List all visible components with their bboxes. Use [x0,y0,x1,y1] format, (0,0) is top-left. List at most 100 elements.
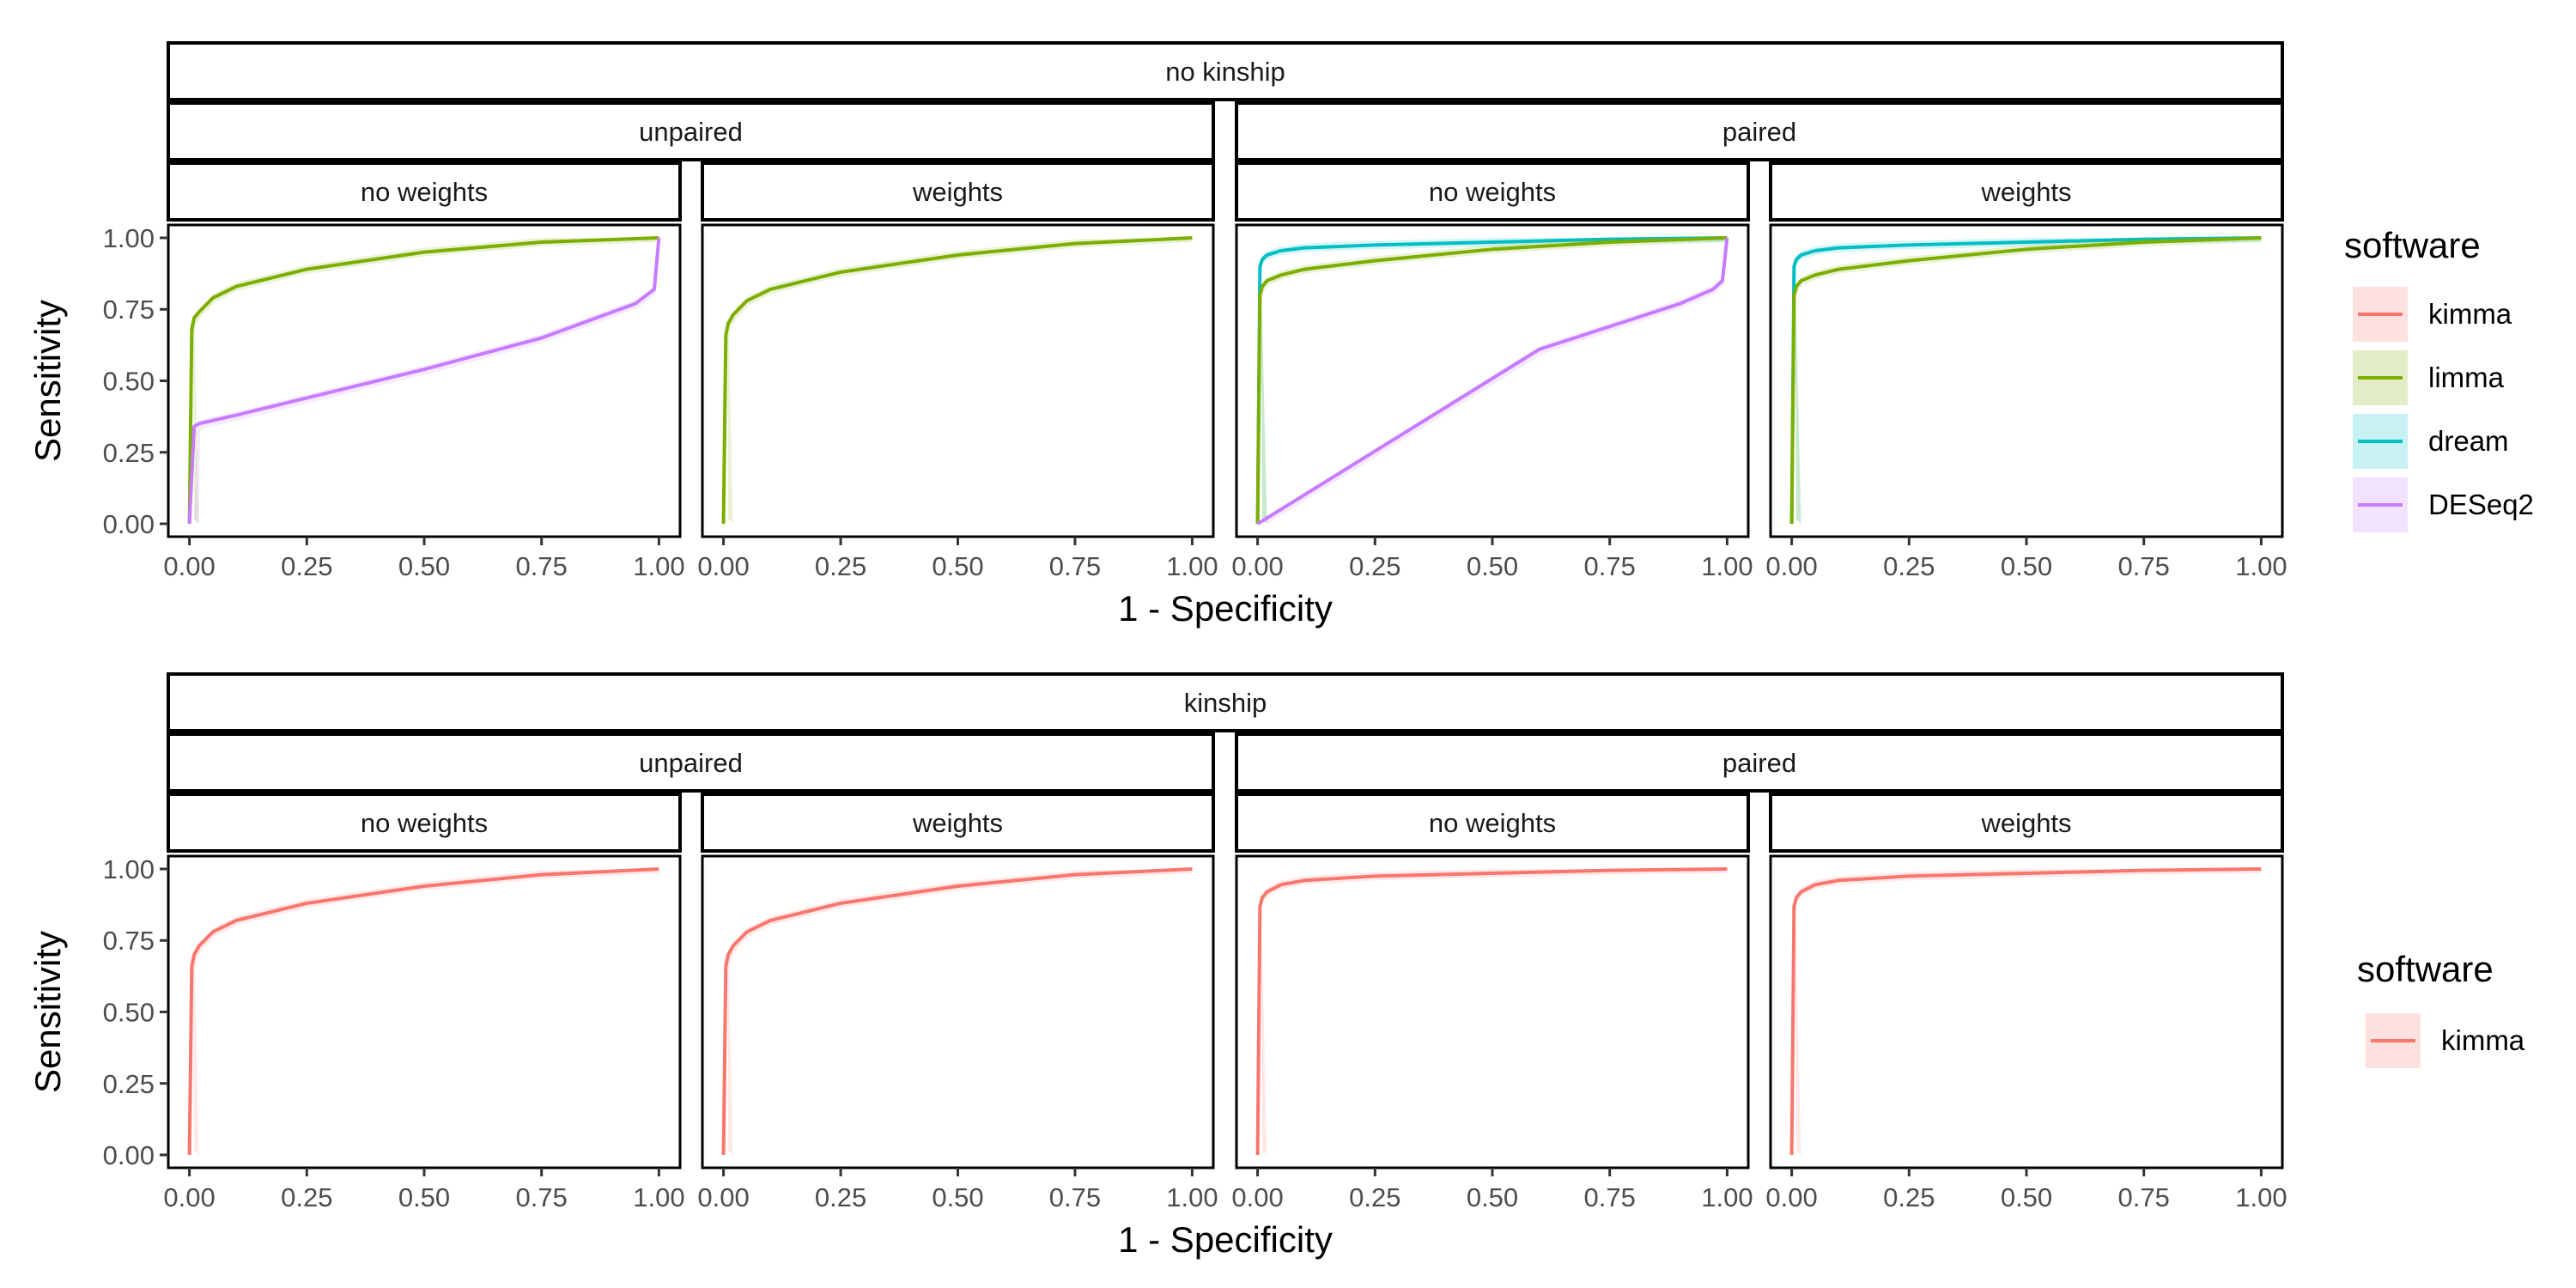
series-line-dream [1255,235,1728,525]
x-tick-label: 1.00 [2235,551,2287,581]
x-tick-label: 0.75 [1049,551,1101,581]
legend-label-kimma: kimma [2441,1024,2525,1056]
x-tick-label: 0.50 [1467,1182,1518,1212]
strip-label: paired [1722,748,1796,778]
x-tick-label: 1.00 [1166,551,1218,581]
strip-box [1769,161,2284,222]
x-tick-label: 0.25 [1349,551,1400,581]
legend-label-limma: limma [2428,361,2505,393]
strip-box [701,793,1215,853]
x-tick-label: 0.50 [2001,1182,2052,1212]
strip-box [1769,793,2284,853]
y-tick-label: 0.75 [103,926,155,956]
y-tick-label: 0.25 [103,1069,155,1099]
x-tick-label: 0.50 [398,1182,450,1212]
x-tick-label: 1.00 [633,551,684,581]
strip-label: kinship [1184,688,1267,718]
x-tick-label: 0.75 [516,1182,568,1212]
y-tick-label: 1.00 [103,223,155,253]
x-tick-label: 0.50 [932,1182,983,1212]
y-tick-label: 0.75 [103,295,155,325]
legend: software kimma limma dream DESeq2 [2344,225,2534,532]
y-axis-title: Sensitivity [27,931,68,1093]
series-line-limma [1255,235,1728,525]
series-line-limma [187,235,659,525]
strip-box [1235,161,1750,222]
panel-frame [1769,854,2284,1170]
legend-label-DESeq2: DESeq2 [2428,489,2534,520]
figures: no kinship unpaired no weights 0.00 0.25 0.50… [27,41,2534,1260]
strip-box [167,672,2284,732]
x-axis-title: 1 - Specificity [1118,1219,1333,1260]
panel-frame [167,223,682,538]
series-line-kimma [1255,866,1728,1156]
strip-box [167,101,1215,161]
series-line-dream [1789,235,2262,525]
legend-title: software [2344,225,2481,265]
series-line-limma [721,235,1193,525]
x-tick-label: 0.25 [1883,551,1935,581]
y-tick-label: 0.00 [103,1140,155,1170]
x-tick-label: 1.00 [633,1182,684,1212]
panel-frame [701,854,1215,1170]
x-tick-label: 0.75 [516,551,568,581]
y-tick-label: 0.25 [103,438,155,468]
legend-label-kimma: kimma [2428,298,2512,330]
strip-box [167,161,682,222]
facet-figure-1: kinship unpaired no weights 0.00 0.25 0.50 0.7… [27,672,2525,1260]
ci-ribbon-DESeq2 [1262,237,1728,525]
x-tick-label: 0.00 [697,1182,749,1212]
x-axis-title: 1 - Specificity [1118,588,1333,629]
x-tick-label: 0.00 [1765,1182,1817,1212]
y-axis-title: Sensitivity [27,300,68,462]
strip-label: unpaired [639,748,743,778]
series-line-kimma [187,866,659,1156]
x-tick-label: 0.00 [1231,1182,1283,1212]
x-tick-label: 0.00 [1765,551,1817,581]
panel-frame [1235,854,1750,1170]
x-tick-label: 1.00 [1701,1182,1753,1212]
x-tick-label: 0.25 [815,1182,866,1212]
strip-box [1235,793,1750,853]
x-tick-label: 0.50 [398,551,450,581]
y-tick-label: 0.50 [103,998,155,1028]
x-tick-label: 0.25 [281,1182,332,1212]
x-tick-label: 0.50 [1467,551,1518,581]
legend: software kimma [2357,949,2525,1068]
series-line-kimma [1789,866,2262,1156]
series-line-kimma [721,866,1193,1156]
strip-label: no weights [361,177,488,207]
strip-box [1235,732,2284,793]
ci-ribbon-limma [1261,237,1728,525]
strip-label: no weights [1429,177,1556,207]
x-tick-label: 0.00 [1231,551,1283,581]
legend-title: software [2357,949,2494,989]
strip-label: weights [912,177,1003,207]
x-tick-label: 0.25 [1349,1182,1400,1212]
x-tick-label: 0.50 [2001,551,2052,581]
strip-label: unpaired [639,117,743,147]
x-tick-label: 0.75 [2118,1182,2170,1212]
strip-label: no weights [361,808,488,838]
strip-box [167,793,682,853]
x-tick-label: 0.00 [163,551,215,581]
facet-figure-0: no kinship unpaired no weights 0.00 0.25 0.50… [27,41,2534,629]
y-tick-label: 1.00 [103,854,155,884]
strip-label: weights [912,808,1003,838]
panel-frame [167,854,682,1170]
y-tick-label: 0.50 [103,367,155,397]
strip-box [167,732,1215,793]
strip-box [1235,101,2284,161]
strip-label: no kinship [1165,57,1285,87]
series-line-DESeq2 [187,237,661,525]
x-tick-label: 1.00 [1166,1182,1218,1212]
panel-frame [701,223,1215,538]
x-tick-label: 0.75 [1584,1182,1636,1212]
x-tick-label: 0.75 [1049,1182,1101,1212]
x-tick-label: 0.25 [281,551,332,581]
x-tick-label: 0.75 [2118,551,2170,581]
series-line-DESeq2 [1256,237,1729,526]
x-tick-label: 0.00 [163,1182,215,1212]
x-tick-label: 0.25 [815,551,866,581]
strip-label: weights [1980,177,2071,207]
